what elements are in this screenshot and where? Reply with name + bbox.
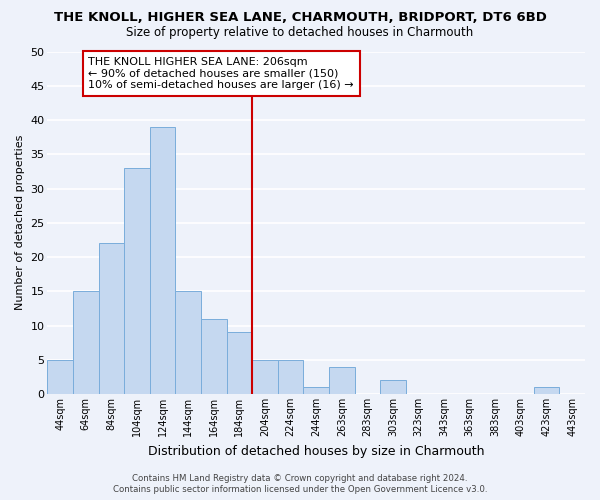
Bar [534, 387, 559, 394]
Bar [98, 244, 124, 394]
Bar [278, 360, 304, 394]
Bar [47, 360, 73, 394]
Bar [124, 168, 150, 394]
Bar [304, 387, 329, 394]
Text: Contains HM Land Registry data © Crown copyright and database right 2024.
Contai: Contains HM Land Registry data © Crown c… [113, 474, 487, 494]
Bar [380, 380, 406, 394]
Text: Size of property relative to detached houses in Charmouth: Size of property relative to detached ho… [127, 26, 473, 39]
Bar [73, 292, 98, 394]
Bar [252, 360, 278, 394]
Bar [175, 292, 201, 394]
Text: THE KNOLL, HIGHER SEA LANE, CHARMOUTH, BRIDPORT, DT6 6BD: THE KNOLL, HIGHER SEA LANE, CHARMOUTH, B… [53, 11, 547, 24]
Bar [201, 318, 227, 394]
X-axis label: Distribution of detached houses by size in Charmouth: Distribution of detached houses by size … [148, 444, 484, 458]
Text: THE KNOLL HIGHER SEA LANE: 206sqm
← 90% of detached houses are smaller (150)
10%: THE KNOLL HIGHER SEA LANE: 206sqm ← 90% … [88, 57, 354, 90]
Bar [150, 127, 175, 394]
Y-axis label: Number of detached properties: Number of detached properties [15, 135, 25, 310]
Bar [329, 366, 355, 394]
Bar [227, 332, 252, 394]
